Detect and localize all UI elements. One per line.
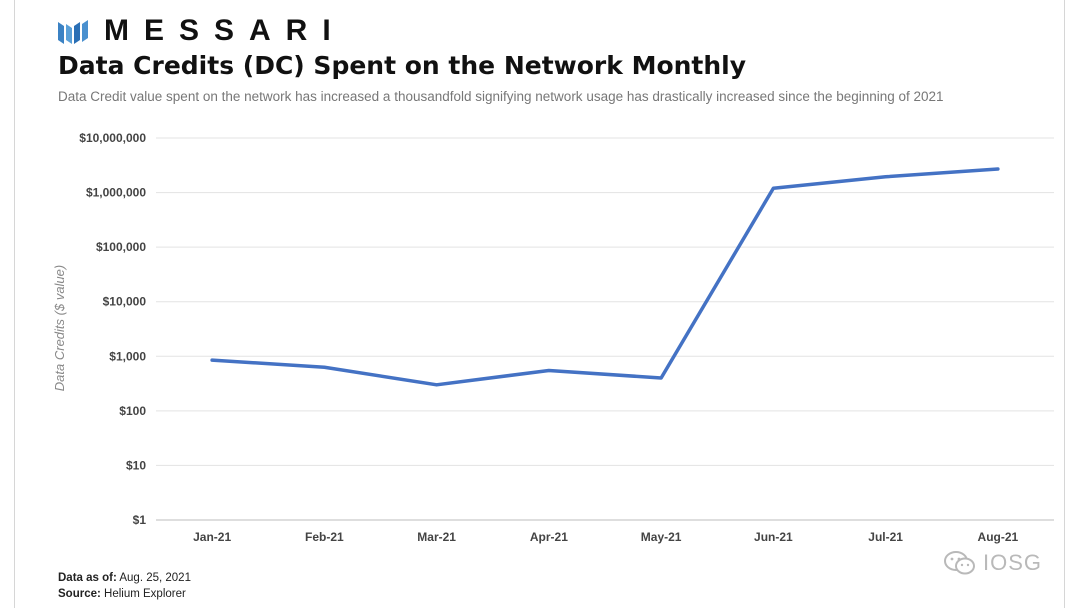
data-as-of: Data as of: Aug. 25, 2021 <box>58 572 191 584</box>
source-value: Helium Explorer <box>104 588 186 600</box>
messari-logo-icon <box>58 20 88 44</box>
y-tick-label: $100 <box>119 404 146 418</box>
chart-subtitle: Data Credit value spent on the network h… <box>58 89 944 104</box>
series-group <box>210 167 1000 387</box>
data-as-of-value: Aug. 25, 2021 <box>119 572 191 584</box>
x-tick-label: Jan-21 <box>193 530 231 544</box>
x-tick-label: Mar-21 <box>417 530 456 544</box>
brand-name: MESSARI <box>104 14 346 47</box>
series-line <box>210 167 1000 387</box>
y-axis-ticks: $1 $10 $100 $1,000 $10,000 $100,000 $1,000,000… <box>79 131 146 527</box>
x-tick-label: May-21 <box>641 530 682 544</box>
left-border <box>14 0 15 608</box>
y-tick-label: $1 <box>133 513 147 527</box>
chart-title: Data Credits (DC) Spent on the Network M… <box>58 51 747 80</box>
data-as-of-label: Data as of: <box>58 572 117 584</box>
y-tick-label: $100,000 <box>96 240 146 254</box>
y-tick-label: $10 <box>126 458 146 472</box>
y-tick-label: $1,000,000 <box>86 186 146 200</box>
x-tick-label: Apr-21 <box>530 530 568 544</box>
x-axis-ticks: Jan-21 Feb-21 Mar-21 Apr-21 May-21 Jun-21 Jul-… <box>193 530 1018 544</box>
x-tick-label: Jul-21 <box>868 530 903 544</box>
x-tick-label: Aug-21 <box>978 530 1019 544</box>
y-tick-label: $10,000,000 <box>79 131 146 145</box>
wechat-icon <box>943 551 975 575</box>
watermark: IOSG <box>943 550 1042 576</box>
watermark-text: IOSG <box>982 550 1042 575</box>
y-axis-label: Data Credits ($ value) <box>52 265 67 391</box>
y-tick-label: $10,000 <box>103 295 147 309</box>
gridlines <box>156 137 1054 521</box>
x-tick-label: Feb-21 <box>305 530 344 544</box>
source: Source: Helium Explorer <box>58 588 186 600</box>
brand: MESSARI <box>58 14 346 48</box>
source-label: Source: <box>58 588 101 600</box>
x-tick-label: Jun-21 <box>754 530 793 544</box>
right-border <box>1064 0 1065 608</box>
y-tick-label: $1,000 <box>109 349 146 363</box>
